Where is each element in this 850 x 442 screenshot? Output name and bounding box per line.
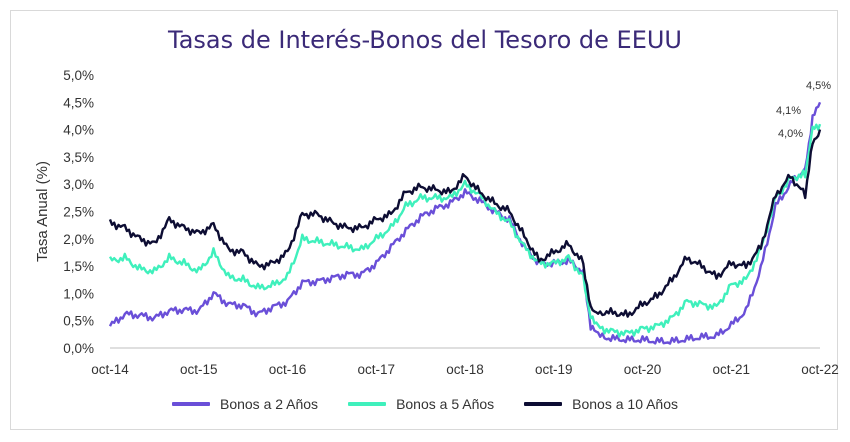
series-line-10y	[108, 129, 822, 318]
series-line-2y	[108, 101, 822, 345]
y-tick-label: 0,5%	[63, 314, 94, 329]
y-tick-label: 2,5%	[63, 205, 94, 220]
x-tick-label: oct-16	[269, 362, 307, 377]
y-tick-label: 0,0%	[63, 341, 94, 356]
y-tick-label: 1,0%	[63, 286, 94, 301]
legend-swatch-2y	[171, 402, 210, 406]
legend-item-2y: Bonos a 2 Años	[171, 396, 319, 412]
y-tick-label: 4,0%	[63, 123, 94, 138]
chart-frame	[10, 10, 838, 430]
y-axis-label: Tasa Anual (%)	[34, 161, 51, 262]
line-chart: 0,0% 0,5% 1,0% 1,5% 2,0% 2,5% 3,0% 3,5% 4,0% 4,5%…	[34, 68, 839, 377]
y-tick-label: 4,5%	[63, 95, 94, 110]
x-tick-label: oct-22	[801, 362, 839, 377]
legend-swatch-5y	[348, 402, 387, 406]
chart-legend: Bonos a 2 Años Bonos a 5 Años Bonos a 10…	[0, 396, 850, 412]
end-value-label: 4,0%	[778, 128, 803, 140]
x-tick-label: oct-20	[624, 362, 662, 377]
x-tick-label: oct-15	[180, 362, 218, 377]
end-value-label: 4,1%	[776, 105, 801, 117]
y-tick-label: 3,5%	[63, 150, 94, 165]
legend-label-2y: Bonos a 2 Años	[219, 396, 319, 412]
x-tick-label: oct-18	[446, 362, 484, 377]
y-tick-label: 3,0%	[63, 177, 94, 192]
end-value-label: 4,5%	[806, 80, 831, 92]
y-tick-label: 1,5%	[63, 259, 94, 274]
y-tick-label: 2,0%	[63, 232, 94, 247]
series-line-5y	[108, 123, 822, 338]
y-tick-label: 5,0%	[63, 68, 94, 83]
x-tick-label: oct-14	[91, 362, 129, 377]
x-tick-label: oct-19	[535, 362, 573, 377]
legend-label-10y: Bonos a 10 Años	[572, 396, 679, 412]
legend-item-10y: Bonos a 10 Años	[524, 396, 678, 412]
legend-item-5y: Bonos a 5 Años	[348, 396, 494, 412]
chart-title: Tasas de Interés-Bonos del Tesoro de EEU…	[168, 26, 682, 54]
x-tick-label: oct-21	[712, 362, 750, 377]
legend-swatch-10y	[524, 402, 563, 406]
x-tick-label: oct-17	[357, 362, 395, 377]
legend-label-5y: Bonos a 5 Años	[396, 396, 495, 412]
